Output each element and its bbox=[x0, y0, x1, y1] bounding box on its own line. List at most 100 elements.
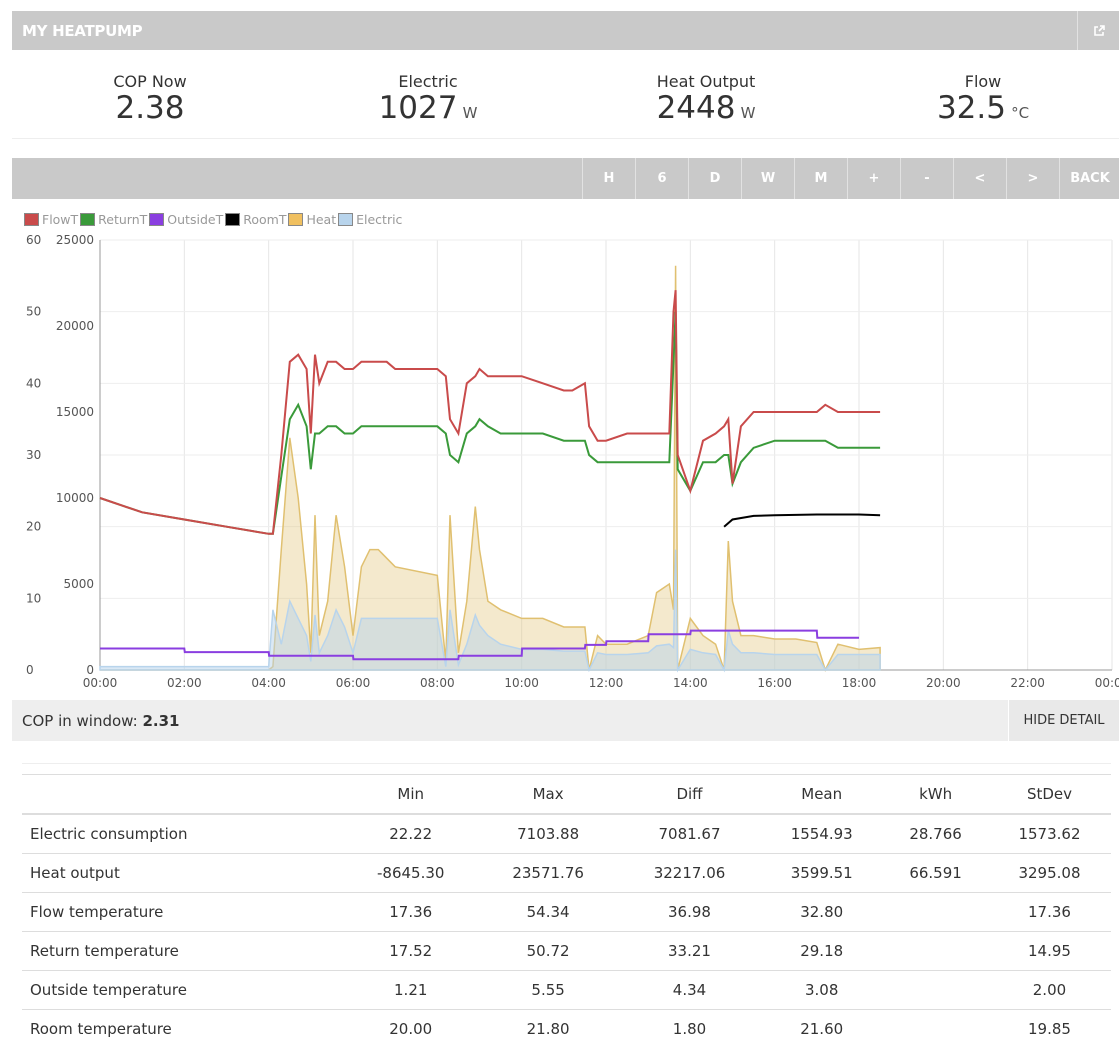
cop-window-text: COP in window: 2.31 bbox=[22, 712, 179, 730]
table-cell: 28.766 bbox=[883, 814, 988, 854]
legend-label: Heat bbox=[306, 212, 336, 227]
table-cell: 3.08 bbox=[760, 971, 883, 1010]
table-cell: 23571.76 bbox=[477, 854, 618, 893]
legend-item-heat[interactable]: Heat bbox=[288, 212, 336, 227]
stat-unit: W bbox=[463, 104, 478, 122]
stat-unit: W bbox=[741, 104, 756, 122]
stat-heat-output: Heat Output 2448 W bbox=[596, 72, 816, 125]
hour-button[interactable]: H bbox=[582, 158, 635, 199]
table-cell: 17.52 bbox=[344, 932, 477, 971]
stat-value: 2.38 bbox=[115, 90, 184, 126]
x-tick-label: 08:00 bbox=[420, 676, 455, 690]
legend-swatch bbox=[24, 213, 39, 226]
pan-left-button[interactable]: < bbox=[953, 158, 1006, 199]
table-header: Diff bbox=[619, 775, 760, 815]
y-right-tick-label: 0 bbox=[86, 663, 94, 677]
stat-cop-now: COP Now 2.38 bbox=[40, 72, 260, 125]
divider bbox=[22, 763, 1111, 764]
legend-label: ReturnT bbox=[98, 212, 147, 227]
hide-detail-button[interactable]: HIDE DETAIL bbox=[1008, 700, 1119, 741]
table-cell: 66.591 bbox=[883, 854, 988, 893]
table-cell: 1.80 bbox=[619, 1010, 760, 1048]
y-right-tick-label: 5000 bbox=[63, 577, 94, 591]
week-button[interactable]: W bbox=[741, 158, 794, 199]
table-cell: 32.80 bbox=[760, 893, 883, 932]
title-bar: MY HEATPUMP bbox=[12, 11, 1119, 50]
six-hour-button[interactable]: 6 bbox=[635, 158, 688, 199]
table-header-row: Min Max Diff Mean kWh StDev bbox=[22, 775, 1111, 815]
x-tick-label: 16:00 bbox=[757, 676, 792, 690]
row-label: Flow temperature bbox=[22, 893, 344, 932]
external-link-icon[interactable] bbox=[1077, 11, 1119, 50]
legend-swatch bbox=[149, 213, 164, 226]
legend-label: RoomT bbox=[243, 212, 286, 227]
table-cell: 36.98 bbox=[619, 893, 760, 932]
table-header: kWh bbox=[883, 775, 988, 815]
x-tick-label: 20:00 bbox=[926, 676, 961, 690]
legend-item-returnt[interactable]: ReturnT bbox=[80, 212, 147, 227]
legend-label: Electric bbox=[356, 212, 402, 227]
day-button[interactable]: D bbox=[688, 158, 741, 199]
table-cell: 1554.93 bbox=[760, 814, 883, 854]
table-cell: 19.85 bbox=[988, 1010, 1111, 1048]
x-tick-label: 00:00 bbox=[1095, 676, 1119, 690]
table-cell: 7103.88 bbox=[477, 814, 618, 854]
x-tick-label: 10:00 bbox=[504, 676, 539, 690]
table-cell: 17.36 bbox=[988, 893, 1111, 932]
table-header bbox=[22, 775, 344, 815]
table-header: StDev bbox=[988, 775, 1111, 815]
cop-window-label: COP in window: bbox=[22, 712, 138, 730]
legend-swatch bbox=[225, 213, 240, 226]
table-header: Mean bbox=[760, 775, 883, 815]
table-cell bbox=[883, 932, 988, 971]
x-tick-label: 04:00 bbox=[251, 676, 286, 690]
zoom-in-button[interactable]: + bbox=[847, 158, 900, 199]
series-heat-area bbox=[100, 266, 880, 670]
page-title: MY HEATPUMP bbox=[22, 22, 142, 40]
legend-item-flowt[interactable]: FlowT bbox=[24, 212, 78, 227]
stat-value: 1027 bbox=[379, 90, 458, 126]
month-button[interactable]: M bbox=[794, 158, 847, 199]
table-cell: 29.18 bbox=[760, 932, 883, 971]
stat-electric: Electric 1027 W bbox=[318, 72, 538, 125]
table-cell: 54.34 bbox=[477, 893, 618, 932]
y-right-tick-label: 15000 bbox=[56, 405, 94, 419]
y-right-tick-label: 20000 bbox=[56, 319, 94, 333]
stats-panel: COP Now 2.38 Electric 1027 W Heat Output… bbox=[12, 50, 1119, 139]
table-cell: 21.80 bbox=[477, 1010, 618, 1048]
x-tick-label: 00:00 bbox=[83, 676, 118, 690]
stat-flow: Flow 32.5 °C bbox=[873, 72, 1093, 125]
table-cell: 2.00 bbox=[988, 971, 1111, 1010]
table-cell: 3295.08 bbox=[988, 854, 1111, 893]
series-roomt-line bbox=[724, 515, 880, 527]
pan-right-button[interactable]: > bbox=[1006, 158, 1059, 199]
table-cell: 22.22 bbox=[344, 814, 477, 854]
table-cell bbox=[883, 971, 988, 1010]
table-header: Max bbox=[477, 775, 618, 815]
table-cell: 1.21 bbox=[344, 971, 477, 1010]
legend-label: OutsideT bbox=[167, 212, 223, 227]
legend-swatch bbox=[80, 213, 95, 226]
x-tick-label: 06:00 bbox=[336, 676, 371, 690]
cop-window-bar: COP in window: 2.31 HIDE DETAIL bbox=[12, 700, 1119, 741]
legend-item-electric[interactable]: Electric bbox=[338, 212, 402, 227]
zoom-out-button[interactable]: - bbox=[900, 158, 953, 199]
series-returnt-line bbox=[100, 312, 880, 534]
legend-item-outsidet[interactable]: OutsideT bbox=[149, 212, 223, 227]
y-left-tick-label: 10 bbox=[26, 591, 41, 605]
legend-swatch bbox=[338, 213, 353, 226]
chart-legend: FlowT ReturnT OutsideT RoomT Heat Electric bbox=[24, 212, 404, 227]
back-button[interactable]: BACK bbox=[1059, 158, 1119, 199]
legend-label: FlowT bbox=[42, 212, 78, 227]
stat-value: 32.5 bbox=[937, 90, 1006, 126]
row-label: Heat output bbox=[22, 854, 344, 893]
x-tick-label: 18:00 bbox=[842, 676, 877, 690]
table-cell bbox=[883, 893, 988, 932]
table-cell: 17.36 bbox=[344, 893, 477, 932]
table-cell: -8645.30 bbox=[344, 854, 477, 893]
legend-item-roomt[interactable]: RoomT bbox=[225, 212, 286, 227]
